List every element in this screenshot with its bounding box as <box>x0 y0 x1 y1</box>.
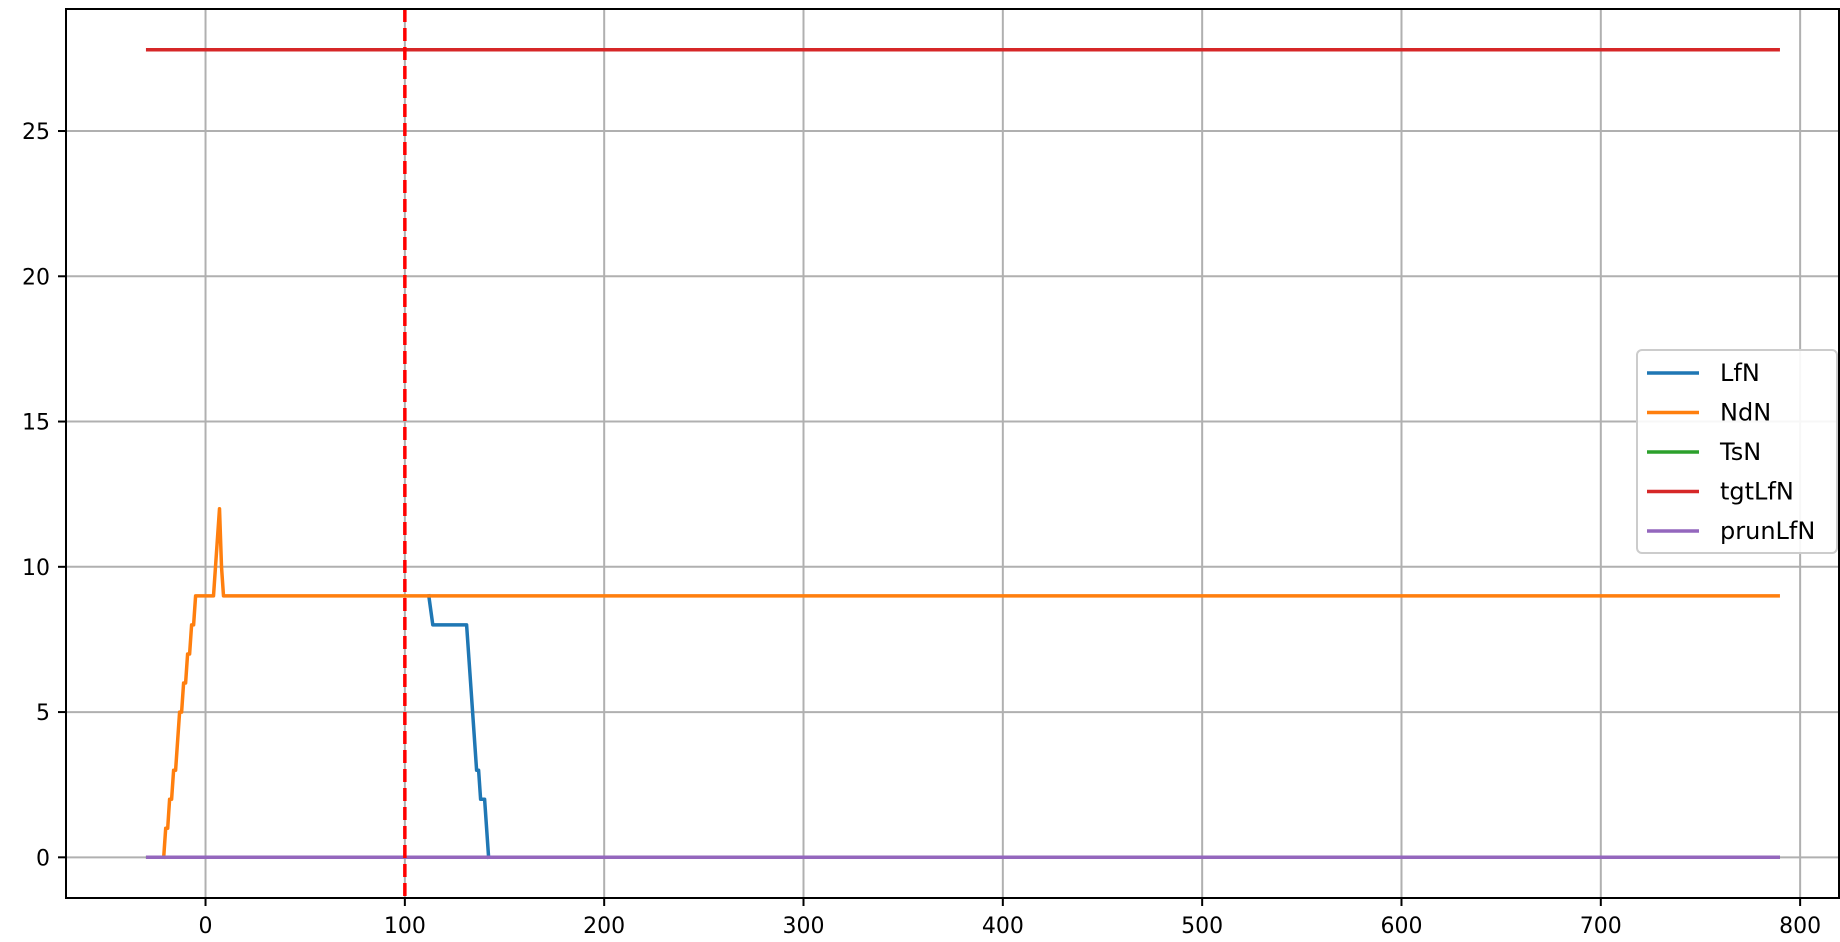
plot-frame <box>65 8 1840 899</box>
series-line-LfN <box>426 593 491 860</box>
y-tick-label: 5 <box>36 701 50 726</box>
x-tick-label: 800 <box>1779 914 1821 939</box>
series-layer <box>145 9 1780 898</box>
legend-label-LfN: LfN <box>1720 359 1760 387</box>
x-tick-label: 200 <box>583 914 625 939</box>
legend-label-tgtLfN: tgtLfN <box>1720 478 1794 506</box>
x-tick-label: 300 <box>783 914 825 939</box>
x-tick-label: 600 <box>1380 914 1422 939</box>
x-tick-label: 500 <box>1181 914 1223 939</box>
y-tick-label: 15 <box>22 411 50 436</box>
x-tick-label: 100 <box>384 914 426 939</box>
x-tick-label: 700 <box>1580 914 1622 939</box>
legend-box <box>1636 349 1838 554</box>
series-line-NdN <box>161 506 1780 860</box>
x-tick-label: 400 <box>982 914 1024 939</box>
y-tick-label: 25 <box>22 120 50 145</box>
axes-layer: 0 100 200 300 400 500 600 700 800 0 5 10 15 20 25 <box>22 8 1840 939</box>
legend: LfN NdN TsN tgtLfN prunLfN <box>1636 349 1838 554</box>
legend-label-TsN: TsN <box>1719 438 1761 466</box>
y-tick-label: 20 <box>22 265 50 290</box>
y-tick-label: 10 <box>22 556 50 581</box>
y-tick-label: 0 <box>36 846 50 871</box>
legend-label-NdN: NdN <box>1720 399 1771 427</box>
x-tick-label: 0 <box>199 914 213 939</box>
legend-label-prunLfN: prunLfN <box>1720 517 1815 545</box>
grid-layer <box>66 9 1840 898</box>
